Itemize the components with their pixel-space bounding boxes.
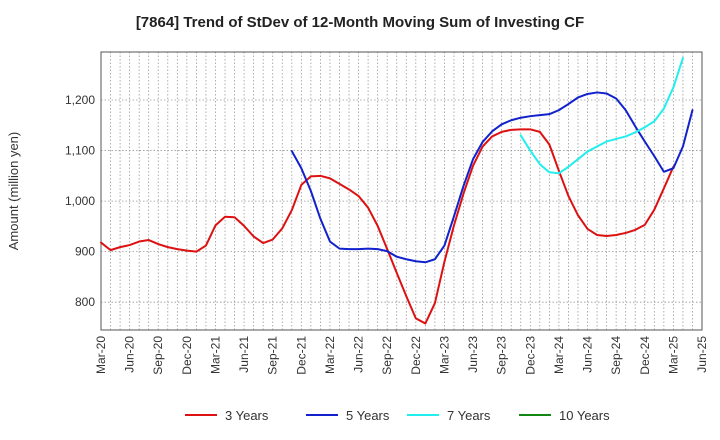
x-tick-label: Jun-24 xyxy=(581,336,595,373)
chart-title: [7864] Trend of StDev of 12-Month Moving… xyxy=(135,14,585,31)
legend-label: 3 Years xyxy=(225,408,269,423)
y-tick-label: 900 xyxy=(75,245,95,259)
x-tick-label: Mar-23 xyxy=(437,336,451,374)
y-tick-labels: 800 900 1,000 1,100 1,200 xyxy=(65,93,95,309)
x-tick-label: Dec-21 xyxy=(294,336,308,375)
x-tick-label: Mar-25 xyxy=(666,336,680,374)
x-tick-label: Mar-22 xyxy=(323,336,337,374)
x-tick-label: Dec-20 xyxy=(180,336,194,375)
x-tick-label: Dec-22 xyxy=(409,336,423,375)
series-line-7-years xyxy=(519,57,684,175)
y-tick-label: 1,100 xyxy=(65,144,95,158)
x-tick-label: Jun-21 xyxy=(237,336,251,373)
x-tick-label: Sep-23 xyxy=(495,336,509,375)
y-tick-label: 800 xyxy=(75,295,95,309)
legend-label: 10 Years xyxy=(559,408,610,423)
series-line-3-years xyxy=(100,128,675,325)
y-axis-label: Amount (million yen) xyxy=(6,132,21,251)
series-line-5-years xyxy=(290,91,694,264)
x-tick-label: Mar-21 xyxy=(208,336,222,374)
x-tick-label: Jun-23 xyxy=(466,336,480,373)
x-tick-label: Sep-20 xyxy=(151,336,165,375)
x-tick-label: Mar-24 xyxy=(552,336,566,374)
legend: 3 Years 5 Years 7 Years 10 Years xyxy=(185,408,610,423)
x-tick-label: Jun-20 xyxy=(123,336,137,373)
x-tick-label: Sep-22 xyxy=(380,336,394,375)
y-tick-label: 1,200 xyxy=(65,93,95,107)
x-tick-label: Jun-22 xyxy=(352,336,366,373)
grid-layer xyxy=(101,52,702,330)
x-tick-label: Jun-25 xyxy=(695,336,709,373)
legend-label: 5 Years xyxy=(346,408,390,423)
x-tick-label: Mar-20 xyxy=(94,336,108,374)
x-tick-labels: Mar-20 Jun-20 Sep-20 Dec-20 Mar-21 Jun-21 Sep-… xyxy=(94,336,709,375)
x-tick-label: Dec-24 xyxy=(638,336,652,375)
x-tick-label: Sep-24 xyxy=(609,336,623,375)
x-tick-label: Dec-23 xyxy=(523,336,537,375)
series-layer xyxy=(100,57,694,325)
x-tick-label: Sep-21 xyxy=(266,336,280,375)
y-tick-label: 1,000 xyxy=(65,194,95,208)
plot-frame xyxy=(100,51,703,331)
legend-label: 7 Years xyxy=(447,408,491,423)
